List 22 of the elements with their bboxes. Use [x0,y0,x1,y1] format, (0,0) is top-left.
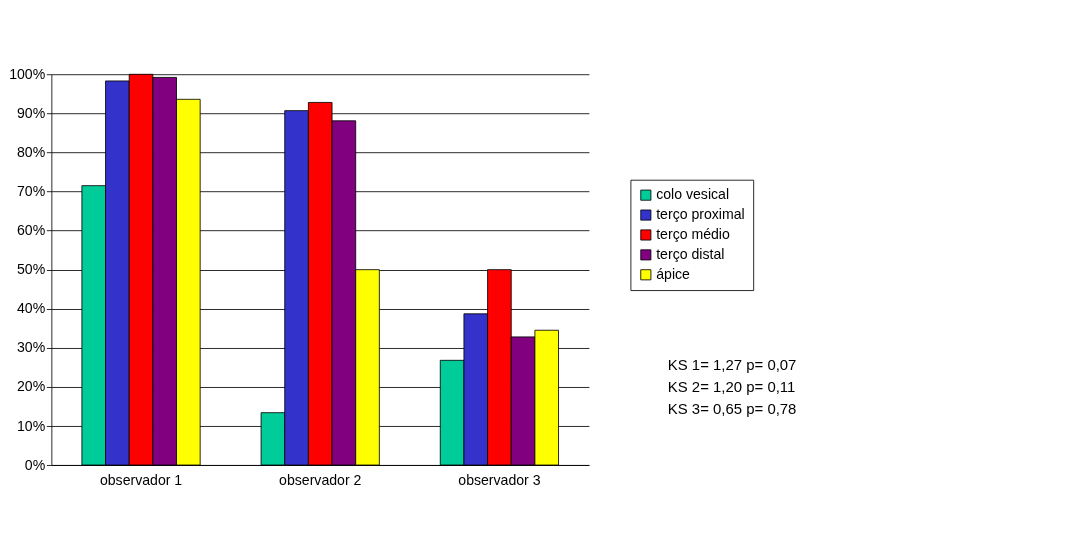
y-tick-label: 30% [16,339,46,356]
y-tick-label: 100% [9,65,46,82]
y-tick-label: 20% [16,378,46,395]
legend-label: colo vesical [656,186,730,203]
text: KS 3= 0,65 p= 0,78 [667,400,797,418]
legend-label: ápice [656,265,691,282]
y-tick-label: 60% [16,222,46,239]
x-tick-label: observador 1 [99,471,183,488]
y-tick-label: 70% [16,183,46,200]
text: KS 2= 1,20 p= 0,11 [667,377,796,395]
legend-label: terço médio [656,226,730,243]
y-tick-label: 10% [16,417,46,434]
y-tick-label: 0% [24,456,46,473]
y-tick-label: 50% [16,261,46,278]
y-tick-label: 90% [16,104,46,121]
x-tick-label: observador 3 [458,471,541,488]
legend-label: terço proximal [656,206,745,223]
y-tick-label: 40% [16,300,46,317]
legend-label: terço distal [656,246,725,263]
x-tick-label: observador 2 [279,471,362,488]
y-tick-label: 80% [16,144,46,161]
text: KS 1= 1,27 p= 0,07 [667,355,797,373]
